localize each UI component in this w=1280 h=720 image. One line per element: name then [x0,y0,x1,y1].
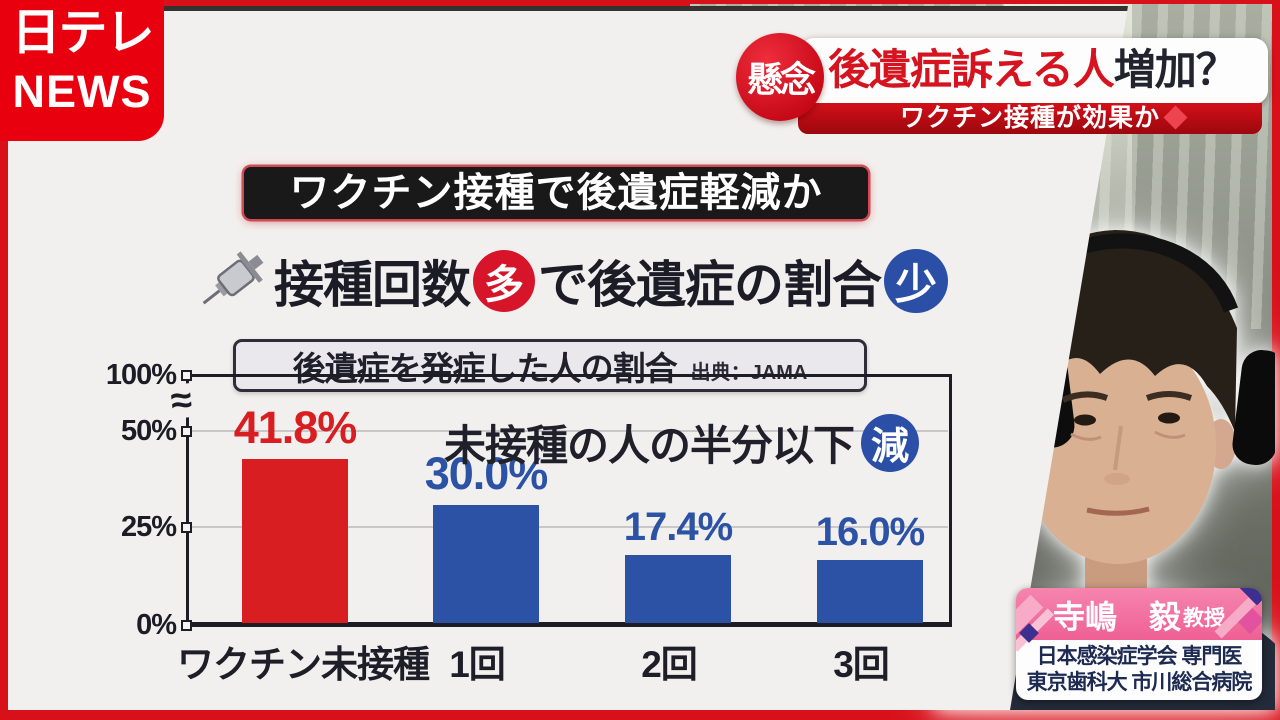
more-badge: 多 [473,250,535,312]
category-unvaccinated: ワクチン未接種 [177,644,430,685]
tick-mark-100 [181,370,192,381]
key-message-pre: 接種回数 [274,257,471,313]
gridline-50 [190,430,948,432]
speaker-eyebag-right [1154,430,1186,439]
speaker-eyebrow-right [1145,391,1193,401]
syringe-icon [202,251,264,305]
nameplate-band: 寺嶋 毅 教授 [1016,588,1262,652]
chart-title: 後遺症を発症した人の割合 [292,349,678,387]
ytick-25: 25% [120,511,177,543]
speaker-mouth [1086,506,1150,516]
speaker-eyebrow-left [1061,391,1109,403]
chart-annotation: 未接種の人の半分以下 減 [444,412,920,473]
bar-rect [625,555,731,623]
bar-value-label: 17.4% [623,505,733,549]
logo-line-1: 日テレ [11,6,154,60]
key-message-mid: で後遺症の割合 [538,257,882,313]
headline-subtitle-bar: ワクチン接種が効果か [798,103,1262,134]
speaker-eye-left [1074,414,1096,426]
headline-highlight: 後遺症訴える人 [828,46,1115,93]
affiliation-line-1: 日本感染症学会 専門医 [1036,645,1243,668]
annotation-text: 未接種の人の半分以下 [444,422,855,469]
bar-value-label: 16.0% [815,510,925,554]
bar-value-label: 30.0% [424,448,549,499]
category-dose-3: 3回 [833,644,890,685]
headline-tail: 増加？ [1113,46,1238,93]
category-dose-2: 2回 [641,644,698,685]
headline-box: 後遺症訴える人増加？ [800,38,1268,104]
ytick-100: 100% [105,359,177,391]
chart-source: 出典：JAMA [690,361,808,384]
chart-plot-frame [186,374,952,627]
speaker-eye-right [1158,412,1180,424]
speaker-name: 寺嶋 毅 [1052,599,1181,635]
board-title-banner: ワクチン接種で後遺症軽減か [244,167,868,219]
headline-subtitle: ワクチン接種が効果か [899,104,1160,132]
bar-rect [817,560,923,623]
gridline-25 [190,526,948,528]
whiteboard-top-edge [8,6,1128,11]
tick-mark-0 [181,620,192,631]
ytick-50: 50% [120,415,177,447]
key-message-row: 接種回数 多 で後遺症の割合 少 [194,246,948,316]
speaker-title: 教授 [1183,607,1225,630]
speaker-eyebag-left [1070,432,1102,441]
speaker-nameplate: 寺嶋 毅 教授 日本感染症学会 専門医 東京歯科大 市川総合病院 [1016,588,1262,700]
chart-title-box: 後遺症を発症した人の割合 出典：JAMA [233,339,867,392]
bar-rect [433,505,539,623]
headline-title: 後遺症訴える人増加？ [828,38,1238,104]
axis-break-symbol: ≈ [165,379,198,423]
tick-mark-50 [181,426,192,437]
speaker-nose [1113,425,1123,471]
ytick-0: 0% [136,609,177,641]
category-dose-1: 1回 [449,644,506,685]
affiliation-line-2: 東京歯科大 市川総合病院 [1026,671,1253,694]
bar-rect [242,459,348,623]
bar-value-label: 41.8% [233,402,358,453]
less-badge: 少 [884,249,948,313]
concern-badge: 懸念 [736,33,824,121]
subtitle-diamond-icon [1163,105,1188,130]
nameplate-affiliation: 日本感染症学会 専門医 東京歯科大 市川総合病院 [1016,640,1262,700]
logo-line-2: NEWS [12,66,152,117]
tick-mark-25 [181,522,192,533]
speaker-nose-shadow [1104,473,1130,485]
decrease-badge: 減 [861,413,920,472]
headphone-earcup-right-icon [1232,350,1275,465]
channel-logo: 日テレ NEWS [0,0,164,141]
